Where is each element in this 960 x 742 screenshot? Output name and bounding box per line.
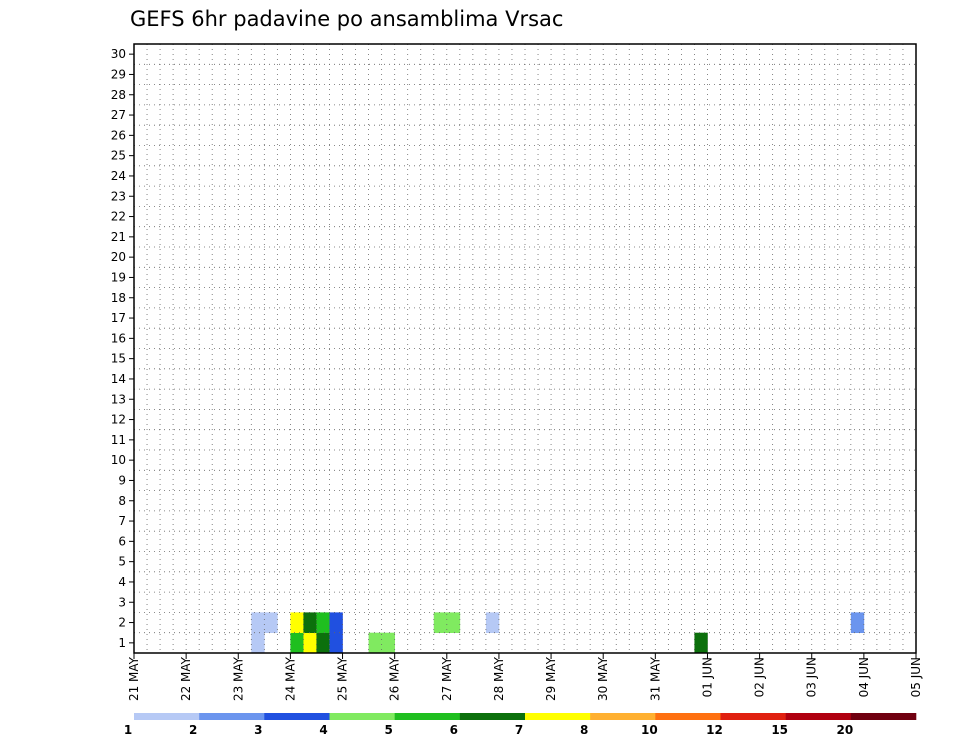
- heatmap-cell: [381, 632, 395, 654]
- colorbar-label: 10: [641, 723, 658, 737]
- y-tick-label: 25: [111, 149, 126, 163]
- heatmap-cell: [303, 612, 317, 633]
- y-tick-label: 8: [118, 494, 126, 508]
- colorbar-segment: [329, 713, 395, 720]
- x-tick-label: 02 JUN: [753, 657, 767, 697]
- colorbar-label: 4: [319, 723, 327, 737]
- y-tick-label: 2: [118, 616, 126, 630]
- heatmap-cell: [446, 612, 461, 633]
- y-tick-label: 18: [111, 291, 126, 305]
- y-tick-label: 12: [111, 413, 126, 427]
- heatmap-cell: [329, 632, 343, 654]
- x-tick-label: 03 JUN: [805, 657, 819, 697]
- chart-title: GEFS 6hr padavine po ansamblima Vrsac: [130, 7, 563, 31]
- colorbar-label: 8: [580, 723, 588, 737]
- heatmap-cell: [290, 632, 304, 654]
- y-tick-label: 19: [111, 270, 126, 284]
- colorbar-segment: [525, 713, 591, 720]
- x-tick-label: 29 MAY: [544, 656, 558, 701]
- y-tick-label: 11: [111, 433, 126, 447]
- colorbar-label: 7: [515, 723, 523, 737]
- y-tick-label: 10: [111, 453, 126, 467]
- y-axis-ticks: 1234567891011121314151617181920212223242…: [111, 47, 134, 650]
- colorbar-segment: [134, 713, 200, 720]
- y-tick-label: 6: [118, 534, 126, 548]
- x-tick-label: 21 MAY: [127, 656, 141, 701]
- heatmap-cell: [303, 632, 317, 654]
- colorbar-label: 3: [254, 723, 262, 737]
- y-tick-label: 28: [111, 88, 126, 102]
- colorbar: 1 2 3 4 5 6 7 8 10 12 15 20: [124, 713, 917, 737]
- x-tick-label: 05 JUN: [909, 657, 923, 697]
- y-tick-label: 29: [111, 67, 126, 81]
- y-tick-label: 13: [111, 392, 126, 406]
- heatmap-cells: [251, 612, 865, 654]
- colorbar-segment: [459, 713, 526, 720]
- x-tick-label: 30 MAY: [596, 656, 610, 701]
- x-tick-label: 04 JUN: [857, 657, 871, 697]
- heatmap-cell: [251, 612, 265, 633]
- heatmap-cell: [368, 632, 382, 654]
- y-tick-label: 24: [111, 169, 126, 183]
- y-tick-label: 7: [118, 514, 126, 528]
- heatmap-cell: [485, 612, 500, 633]
- dotted-grid: [134, 44, 916, 653]
- colorbar-segment: [655, 713, 721, 720]
- x-tick-label: 25 MAY: [336, 656, 350, 701]
- heatmap-cell: [694, 632, 708, 654]
- y-tick-label: 5: [118, 555, 126, 569]
- plot-frame: [133, 43, 917, 654]
- y-tick-label: 20: [111, 250, 126, 264]
- heatmap-cell: [264, 612, 278, 633]
- heatmap-cell: [251, 632, 265, 654]
- heatmap-cell: [316, 632, 330, 654]
- x-tick-label: 24 MAY: [283, 656, 297, 701]
- y-tick-label: 4: [118, 575, 126, 589]
- colorbar-segment: [785, 713, 852, 720]
- colorbar-label: 20: [836, 723, 853, 737]
- heatmap-cell: [329, 612, 343, 633]
- colorbar-segment: [199, 713, 265, 720]
- colorbar-segment: [850, 713, 917, 720]
- y-tick-label: 16: [111, 331, 126, 345]
- colorbar-label: 6: [450, 723, 458, 737]
- y-tick-label: 17: [111, 311, 126, 325]
- x-tick-label: 26 MAY: [388, 656, 402, 701]
- heatmap-cell: [433, 612, 448, 633]
- y-tick-label: 15: [111, 352, 126, 366]
- heatmap-cell: [290, 612, 304, 633]
- x-tick-label: 01 JUN: [700, 657, 714, 697]
- colorbar-label: 12: [706, 723, 723, 737]
- y-tick-label: 27: [111, 108, 126, 122]
- heatmap-cell: [850, 612, 865, 633]
- colorbar-segment: [720, 713, 786, 720]
- colorbar-label: 2: [189, 723, 197, 737]
- colorbar-segment: [264, 713, 330, 720]
- colorbar-label: 1: [124, 723, 132, 737]
- x-tick-label: 22 MAY: [179, 656, 193, 701]
- y-tick-label: 3: [118, 595, 126, 609]
- y-tick-label: 26: [111, 128, 126, 142]
- colorbar-label: 5: [384, 723, 392, 737]
- x-tick-label: 27 MAY: [440, 656, 454, 701]
- x-axis-ticks: 21 MAY 22 MAY 23 MAY 24 MAY 25 MAY 26 MAY 27 M…: [127, 653, 923, 701]
- y-tick-label: 14: [111, 372, 126, 386]
- y-tick-label: 22: [111, 210, 126, 224]
- x-tick-label: 31 MAY: [648, 656, 662, 701]
- heatmap-cell: [316, 612, 330, 633]
- x-tick-label: 23 MAY: [231, 656, 245, 701]
- y-tick-label: 23: [111, 189, 126, 203]
- colorbar-segment: [590, 713, 656, 720]
- y-tick-label: 21: [111, 230, 126, 244]
- colorbar-segment: [394, 713, 461, 720]
- y-tick-label: 9: [118, 473, 126, 487]
- y-tick-label: 1: [118, 636, 126, 650]
- x-tick-label: 28 MAY: [492, 656, 506, 701]
- y-tick-label: 30: [111, 47, 126, 61]
- colorbar-label: 15: [771, 723, 788, 737]
